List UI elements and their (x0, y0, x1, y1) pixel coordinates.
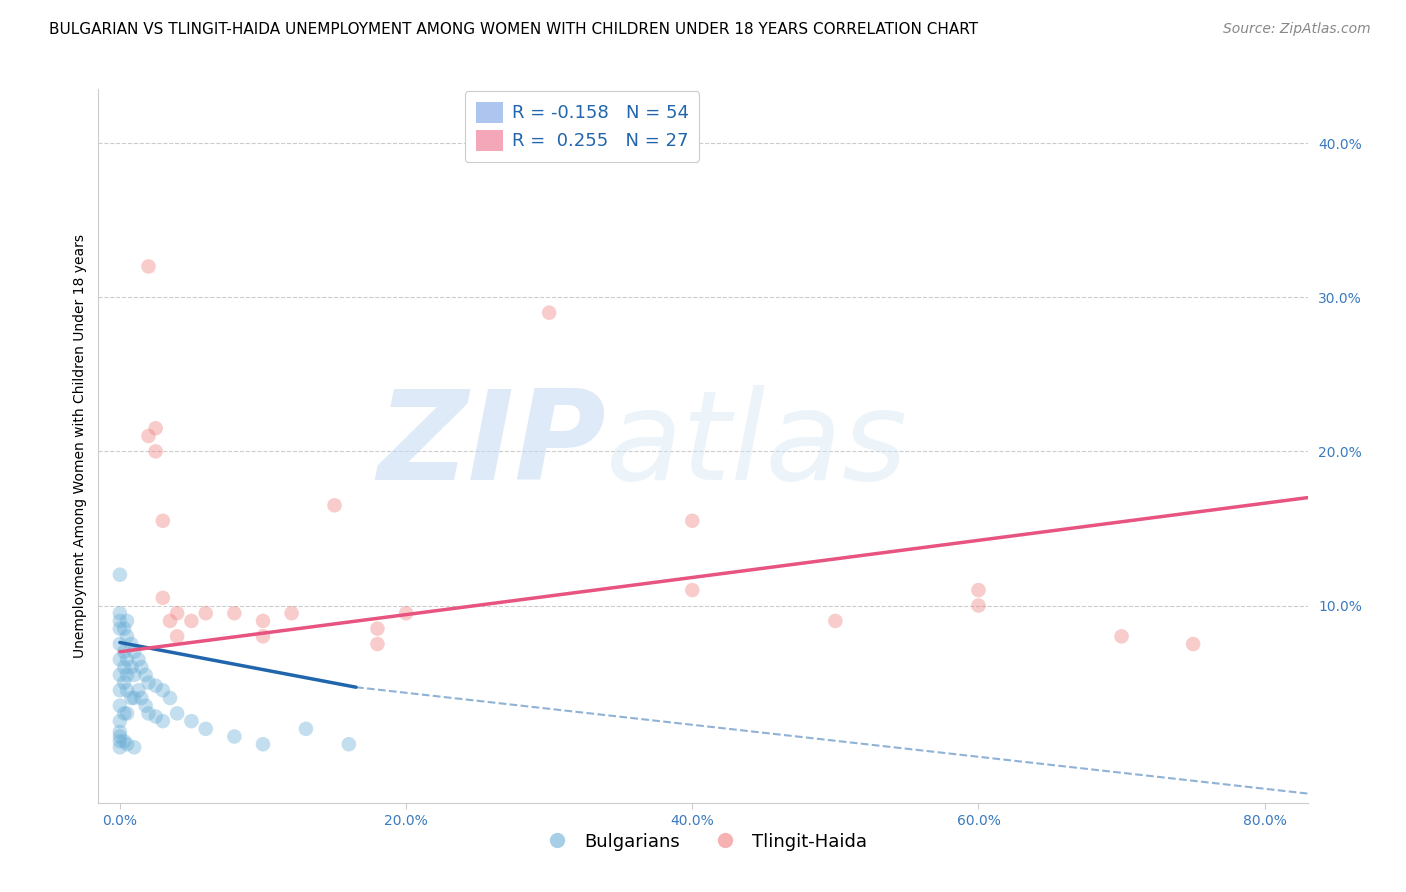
Point (138, 429, 160, 443)
Text: atlas: atlas (606, 385, 908, 507)
Point (152, 714, 174, 728)
Point (108, 668, 131, 682)
Point (135, 668, 157, 682)
Point (108, 730, 131, 744)
Text: Source: ZipAtlas.com: Source: ZipAtlas.com (1223, 22, 1371, 37)
Point (138, 260, 160, 274)
Point (166, 629, 188, 643)
Point (366, 637, 388, 651)
Point (115, 737, 138, 751)
Point (159, 614, 181, 628)
Point (138, 675, 160, 690)
Point (224, 730, 246, 744)
Point (115, 706, 138, 721)
Point (112, 706, 135, 721)
Point (112, 675, 135, 690)
Point (122, 740, 145, 755)
Point (108, 637, 131, 651)
Point (224, 606, 246, 620)
Point (120, 691, 142, 706)
Point (681, 514, 703, 528)
Point (145, 421, 167, 435)
Point (115, 652, 138, 666)
Point (824, 614, 846, 628)
Point (135, 698, 157, 713)
Point (180, 614, 202, 628)
Point (1182, 637, 1205, 651)
Point (108, 614, 131, 628)
Point (108, 606, 131, 620)
Y-axis label: Unemployment Among Women with Children Under 18 years: Unemployment Among Women with Children U… (73, 234, 87, 658)
Point (538, 306, 561, 320)
Point (108, 683, 131, 698)
Point (152, 591, 174, 605)
Point (120, 637, 142, 651)
Legend: Bulgarians, Tlingit-Haida: Bulgarians, Tlingit-Haida (531, 826, 875, 858)
Point (108, 622, 131, 636)
Point (252, 629, 274, 643)
Point (115, 629, 138, 643)
Point (252, 737, 274, 751)
Point (131, 691, 153, 706)
Point (112, 622, 135, 636)
Point (194, 606, 217, 620)
Point (115, 668, 138, 682)
Point (108, 714, 131, 728)
Point (120, 660, 142, 674)
Point (1111, 629, 1133, 643)
Point (152, 514, 174, 528)
Point (122, 691, 145, 706)
Point (295, 722, 318, 736)
Point (122, 668, 145, 682)
Point (108, 698, 131, 713)
Text: BULGARIAN VS TLINGIT-HAIDA UNEMPLOYMENT AMONG WOMEN WITH CHILDREN UNDER 18 YEARS: BULGARIAN VS TLINGIT-HAIDA UNEMPLOYMENT … (49, 22, 979, 37)
Point (967, 583, 990, 598)
Point (166, 606, 188, 620)
Point (112, 645, 135, 659)
Point (131, 660, 153, 674)
Point (166, 706, 188, 721)
Point (108, 740, 131, 755)
Point (108, 725, 131, 739)
Point (967, 599, 990, 613)
Point (194, 722, 217, 736)
Point (145, 679, 167, 693)
Point (180, 714, 202, 728)
Point (112, 660, 135, 674)
Point (323, 499, 346, 513)
Point (127, 683, 149, 698)
Point (152, 683, 174, 698)
Point (122, 645, 145, 659)
Point (280, 606, 302, 620)
Point (108, 652, 131, 666)
Point (159, 691, 181, 706)
Point (138, 706, 160, 721)
Point (337, 737, 360, 751)
Point (108, 567, 131, 582)
Point (108, 734, 131, 748)
Point (127, 652, 149, 666)
Point (681, 583, 703, 598)
Point (112, 734, 135, 748)
Point (395, 606, 418, 620)
Point (145, 444, 167, 458)
Point (252, 614, 274, 628)
Point (115, 614, 138, 628)
Point (366, 622, 388, 636)
Text: ZIP: ZIP (378, 385, 606, 507)
Point (145, 709, 167, 723)
Point (115, 683, 138, 698)
